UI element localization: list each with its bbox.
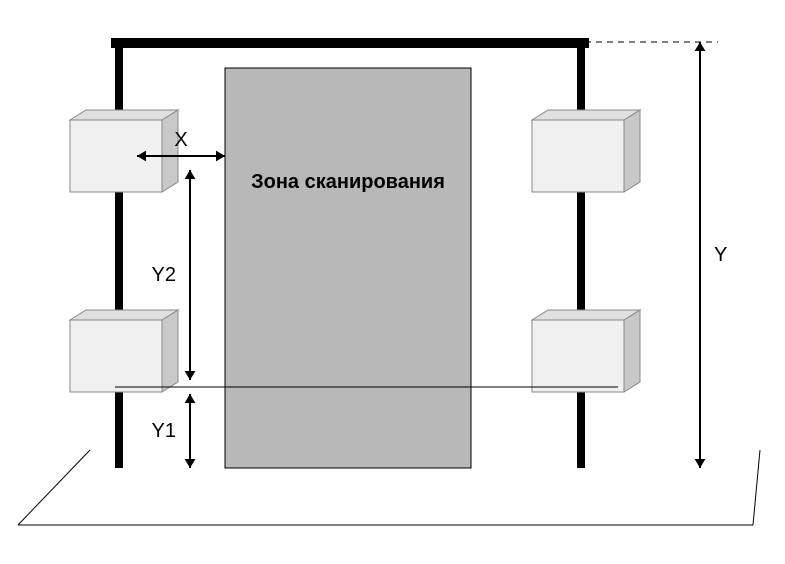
frame-top-beam [111,38,589,48]
panel-right-upper [532,110,640,192]
scan-zone [225,68,471,468]
scan-zone-label: Зона сканирования [251,171,445,193]
dimension-y-label: Y [714,244,727,266]
panel-left-lower [70,310,178,392]
frame-left-post [115,38,123,468]
dimension-y2-label: Y2 [152,264,176,286]
dimension-x-label: X [174,129,187,151]
dimension-y1-label: Y1 [152,420,176,442]
frame-right-post [577,38,585,468]
panel-left-upper [70,110,178,192]
panel-right-lower [532,310,640,392]
